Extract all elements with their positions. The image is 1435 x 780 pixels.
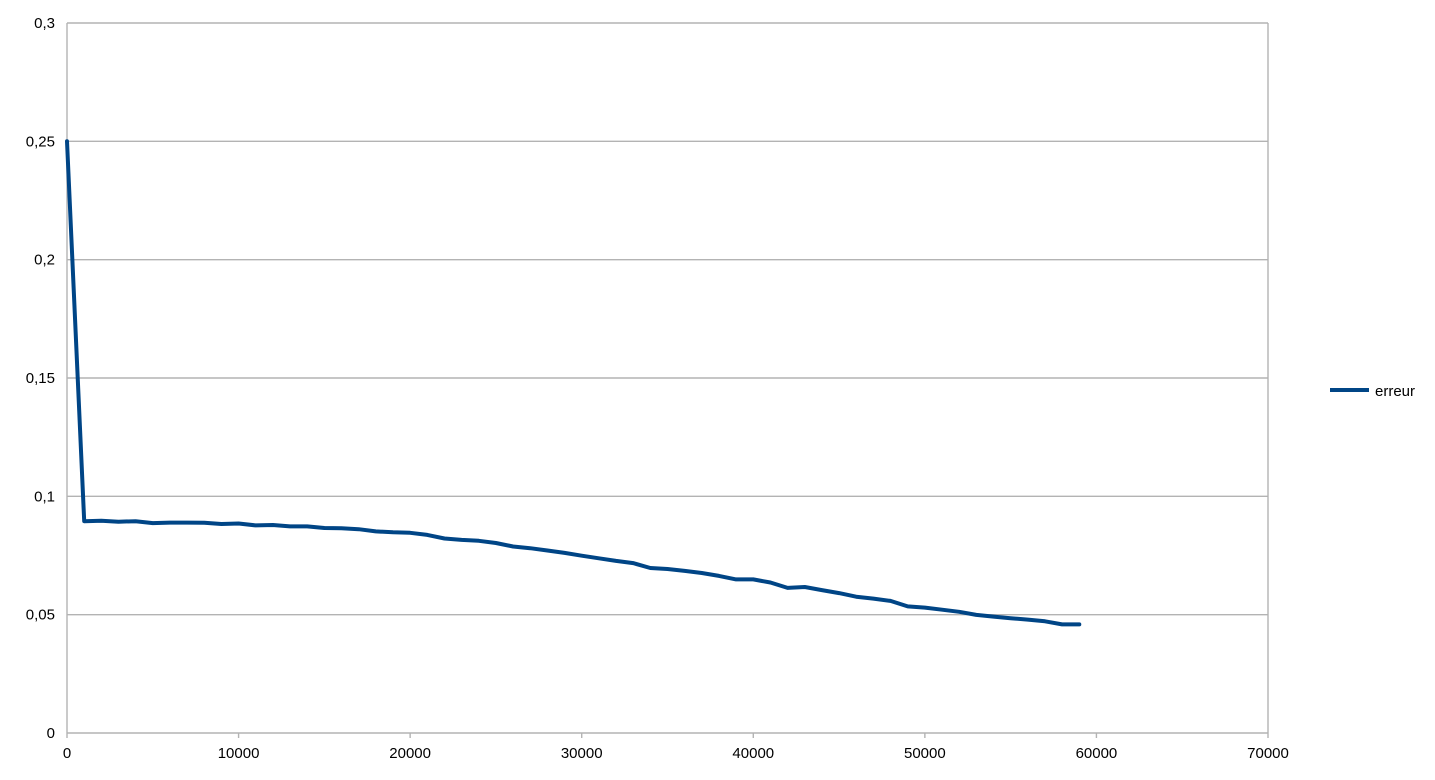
x-tick-label: 20000 xyxy=(389,745,431,762)
grid-lines xyxy=(66,22,1269,738)
y-tick-label: 0,15 xyxy=(26,370,55,387)
x-tick-label: 50000 xyxy=(904,745,946,762)
y-axis-tick-labels: 0 0,05 0,1 0,15 0,2 0,25 0,3 xyxy=(26,15,55,742)
x-axis-tick-labels: 0 10000 20000 30000 40000 50000 60000 70000 xyxy=(63,745,1289,762)
y-tick-label: 0,25 xyxy=(26,133,55,150)
series-line-erreur xyxy=(65,139,1082,627)
series-lines xyxy=(65,139,1082,627)
legend-label: erreur xyxy=(1375,383,1415,400)
x-tick-label: 0 xyxy=(63,745,71,762)
x-tick-label: 30000 xyxy=(561,745,603,762)
x-tick-label: 70000 xyxy=(1247,745,1289,762)
y-tick-label: 0,3 xyxy=(34,15,55,32)
y-tick-label: 0,05 xyxy=(26,607,55,624)
x-tick-label: 10000 xyxy=(218,745,260,762)
y-tick-label: 0 xyxy=(47,725,55,742)
x-tick-label: 40000 xyxy=(732,745,774,762)
y-tick-label: 0,2 xyxy=(34,252,55,269)
legend: erreur xyxy=(1330,383,1415,400)
x-tick-label: 60000 xyxy=(1076,745,1118,762)
y-tick-label: 0,1 xyxy=(34,488,55,505)
